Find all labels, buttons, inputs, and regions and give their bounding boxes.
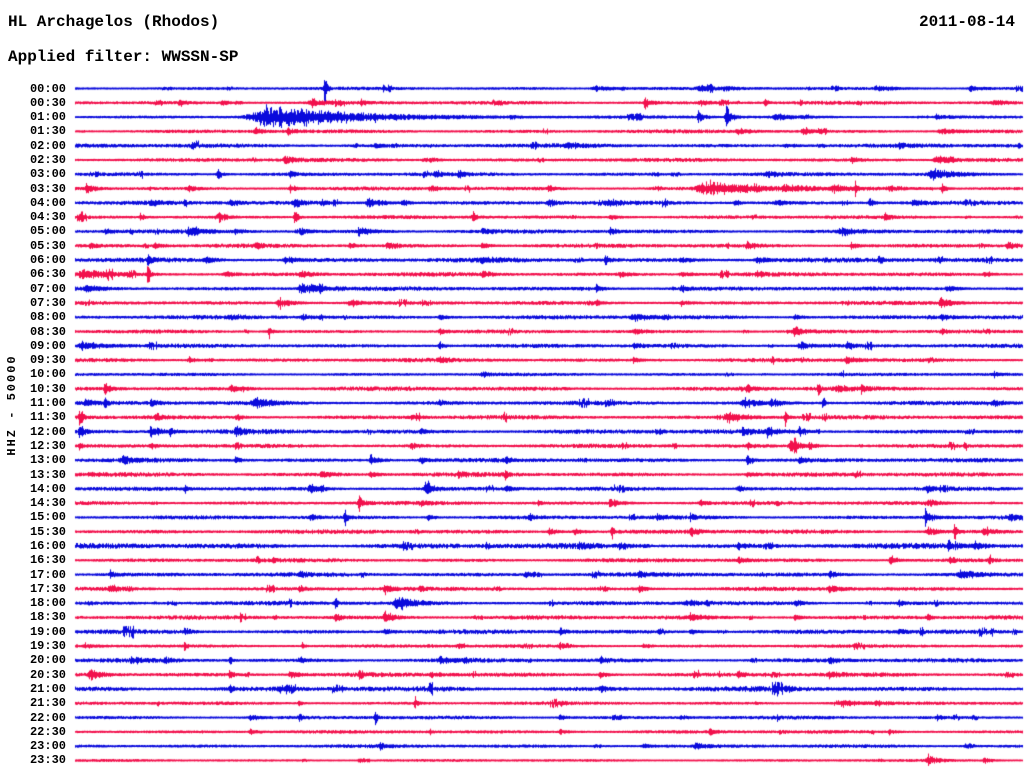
time-label: 04:30 [29,210,66,225]
time-label: 14:00 [29,481,66,496]
time-label: 11:00 [29,396,66,411]
time-label: 21:00 [29,681,66,696]
time-label: 02:00 [29,138,66,153]
time-label: 12:30 [29,438,66,453]
time-label: 06:30 [29,267,66,282]
time-label: 04:00 [29,195,66,210]
time-label: 01:30 [29,124,66,139]
time-label: 13:00 [29,453,66,468]
time-label: 09:00 [29,338,66,353]
time-label: 03:30 [29,181,66,196]
time-label: 11:30 [29,410,66,425]
time-label: 01:00 [29,110,66,125]
time-label: 20:30 [29,667,66,682]
time-label: 09:30 [29,353,66,368]
time-label: 08:00 [29,310,66,325]
time-label: 00:30 [29,95,66,110]
time-label: 15:30 [29,524,66,539]
time-label: 19:30 [29,639,66,654]
time-label: 05:30 [29,238,66,253]
time-label: 10:00 [29,367,66,382]
time-label: 00:00 [29,81,66,96]
time-label: 20:00 [29,653,66,668]
time-label: 16:30 [29,553,66,568]
time-label: 02:30 [29,152,66,167]
time-label: 13:30 [29,467,66,482]
time-label: 12:00 [29,424,66,439]
time-label: 03:00 [29,167,66,182]
time-label: 16:00 [29,539,66,553]
time-label: 22:00 [29,710,66,725]
time-label: 07:30 [29,295,66,310]
time-label: 05:00 [29,224,66,239]
time-label: 17:00 [29,567,66,582]
time-label: 18:30 [29,610,66,625]
time-label: 08:30 [29,324,66,339]
station-title: HL Archagelos (Rhodos) [8,13,220,31]
time-label: 22:30 [29,724,66,739]
time-label: 23:30 [29,753,66,768]
filter-label: Applied filter: WWSSN-SP [8,48,239,66]
time-label: 18:00 [29,596,66,611]
time-label: 19:00 [29,624,66,639]
time-label: 15:00 [29,510,66,525]
time-label: 10:30 [29,381,66,396]
date-label: 2011-08-14 [918,13,1015,31]
time-label: 17:30 [29,581,66,596]
time-label: 14:30 [29,496,66,511]
time-label: 07:00 [29,281,66,296]
time-label: 23:00 [29,739,66,754]
time-label: 21:30 [29,696,66,711]
time-label: 06:00 [29,253,66,268]
